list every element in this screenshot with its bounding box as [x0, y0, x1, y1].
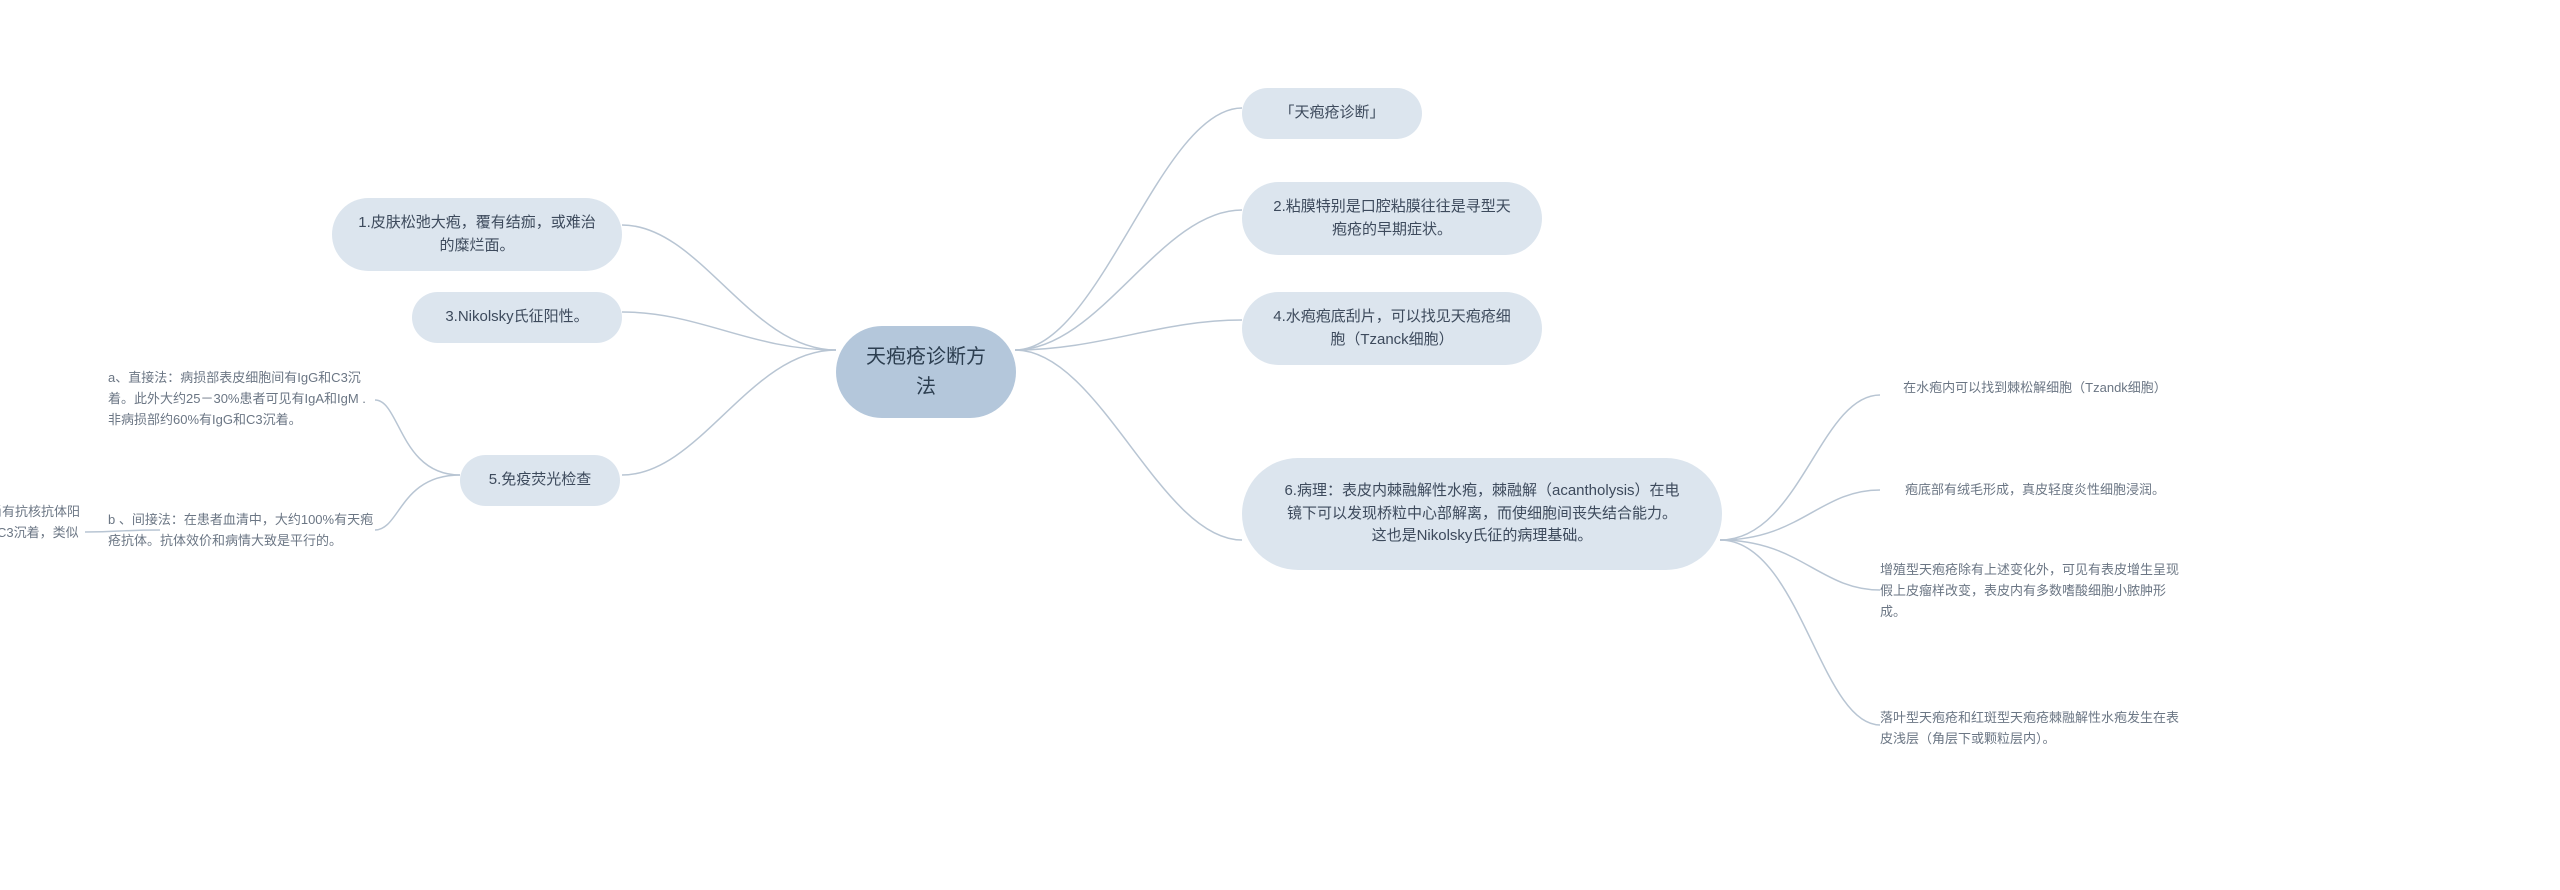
right-node-2-label: 2.粘膜特别是口腔粘膜往往是寻型天疱疮的早期症状。: [1266, 196, 1518, 241]
r4-child-1-label: 在水疱内可以找到棘松解细胞（Tzandk细胞）: [1903, 378, 2167, 399]
right-node-1-label: 「天疱疮诊断」: [1279, 102, 1384, 125]
right-node-3[interactable]: 4.水疱疱底刮片，可以找见天疱疮细胞（Tzanck细胞）: [1242, 292, 1542, 365]
r4-child-4: 落叶型天疱疮和红斑型天疱疮棘融解性水疱发生在表皮浅层（角层下或颗粒层内）。: [1880, 708, 2190, 750]
l3b-child: 红斑性天疱疮除上述所见外，尚有抗核抗体阳性，表皮与真皮接合部有IgG和C3沉着，…: [0, 502, 90, 564]
center-label: 天疱疮诊断方法: [864, 342, 988, 402]
r4-child-1: 在水疱内可以找到棘松解细胞（Tzandk细胞）: [1880, 378, 2190, 399]
r4-child-4-label: 落叶型天疱疮和红斑型天疱疮棘融解性水疱发生在表皮浅层（角层下或颗粒层内）。: [1880, 708, 2190, 750]
l3b-child-label: 红斑性天疱疮除上述所见外，尚有抗核抗体阳性，表皮与真皮接合部有IgG和C3沉着，…: [0, 502, 90, 564]
center-node[interactable]: 天疱疮诊断方法: [836, 326, 1016, 418]
left-node-2[interactable]: 3.Nikolsky氏征阳性。: [412, 292, 622, 343]
left-node-3-label: 5.免疫荧光检查: [489, 469, 592, 492]
left-node-3[interactable]: 5.免疫荧光检查: [460, 455, 620, 506]
right-node-4-label: 6.病理：表皮内棘融解性水疱，棘融解（acantholysis）在电镜下可以发现…: [1282, 480, 1682, 548]
l3-child-b: b 、间接法：在患者血清中，大约100%有天疱疮抗体。抗体效价和病情大致是平行的…: [108, 510, 378, 552]
r4-child-2: 疱底部有绒毛形成，真皮轻度炎性细胞浸润。: [1880, 480, 2190, 501]
l3-child-a-label: a、直接法：病损部表皮细胞间有IgG和C3沉着。此外大约25－30%患者可见有I…: [108, 368, 378, 430]
left-node-1[interactable]: 1.皮肤松弛大疱，覆有结痂，或难治的糜烂面。: [332, 198, 622, 271]
r4-child-2-label: 疱底部有绒毛形成，真皮轻度炎性细胞浸润。: [1905, 480, 2165, 501]
right-node-3-label: 4.水疱疱底刮片，可以找见天疱疮细胞（Tzanck细胞）: [1266, 306, 1518, 351]
l3-child-b-label: b 、间接法：在患者血清中，大约100%有天疱疮抗体。抗体效价和病情大致是平行的…: [108, 510, 378, 552]
left-node-2-label: 3.Nikolsky氏征阳性。: [445, 306, 588, 329]
right-node-1[interactable]: 「天疱疮诊断」: [1242, 88, 1422, 139]
right-node-4[interactable]: 6.病理：表皮内棘融解性水疱，棘融解（acantholysis）在电镜下可以发现…: [1242, 458, 1722, 570]
r4-child-3: 增殖型天疱疮除有上述变化外，可见有表皮增生呈现假上皮瘤样改变，表皮内有多数嗜酸细…: [1880, 560, 2190, 622]
r4-child-3-label: 增殖型天疱疮除有上述变化外，可见有表皮增生呈现假上皮瘤样改变，表皮内有多数嗜酸细…: [1880, 560, 2190, 622]
l3-child-a: a、直接法：病损部表皮细胞间有IgG和C3沉着。此外大约25－30%患者可见有I…: [108, 368, 378, 430]
right-node-2[interactable]: 2.粘膜特别是口腔粘膜往往是寻型天疱疮的早期症状。: [1242, 182, 1542, 255]
left-node-1-label: 1.皮肤松弛大疱，覆有结痂，或难治的糜烂面。: [356, 212, 598, 257]
